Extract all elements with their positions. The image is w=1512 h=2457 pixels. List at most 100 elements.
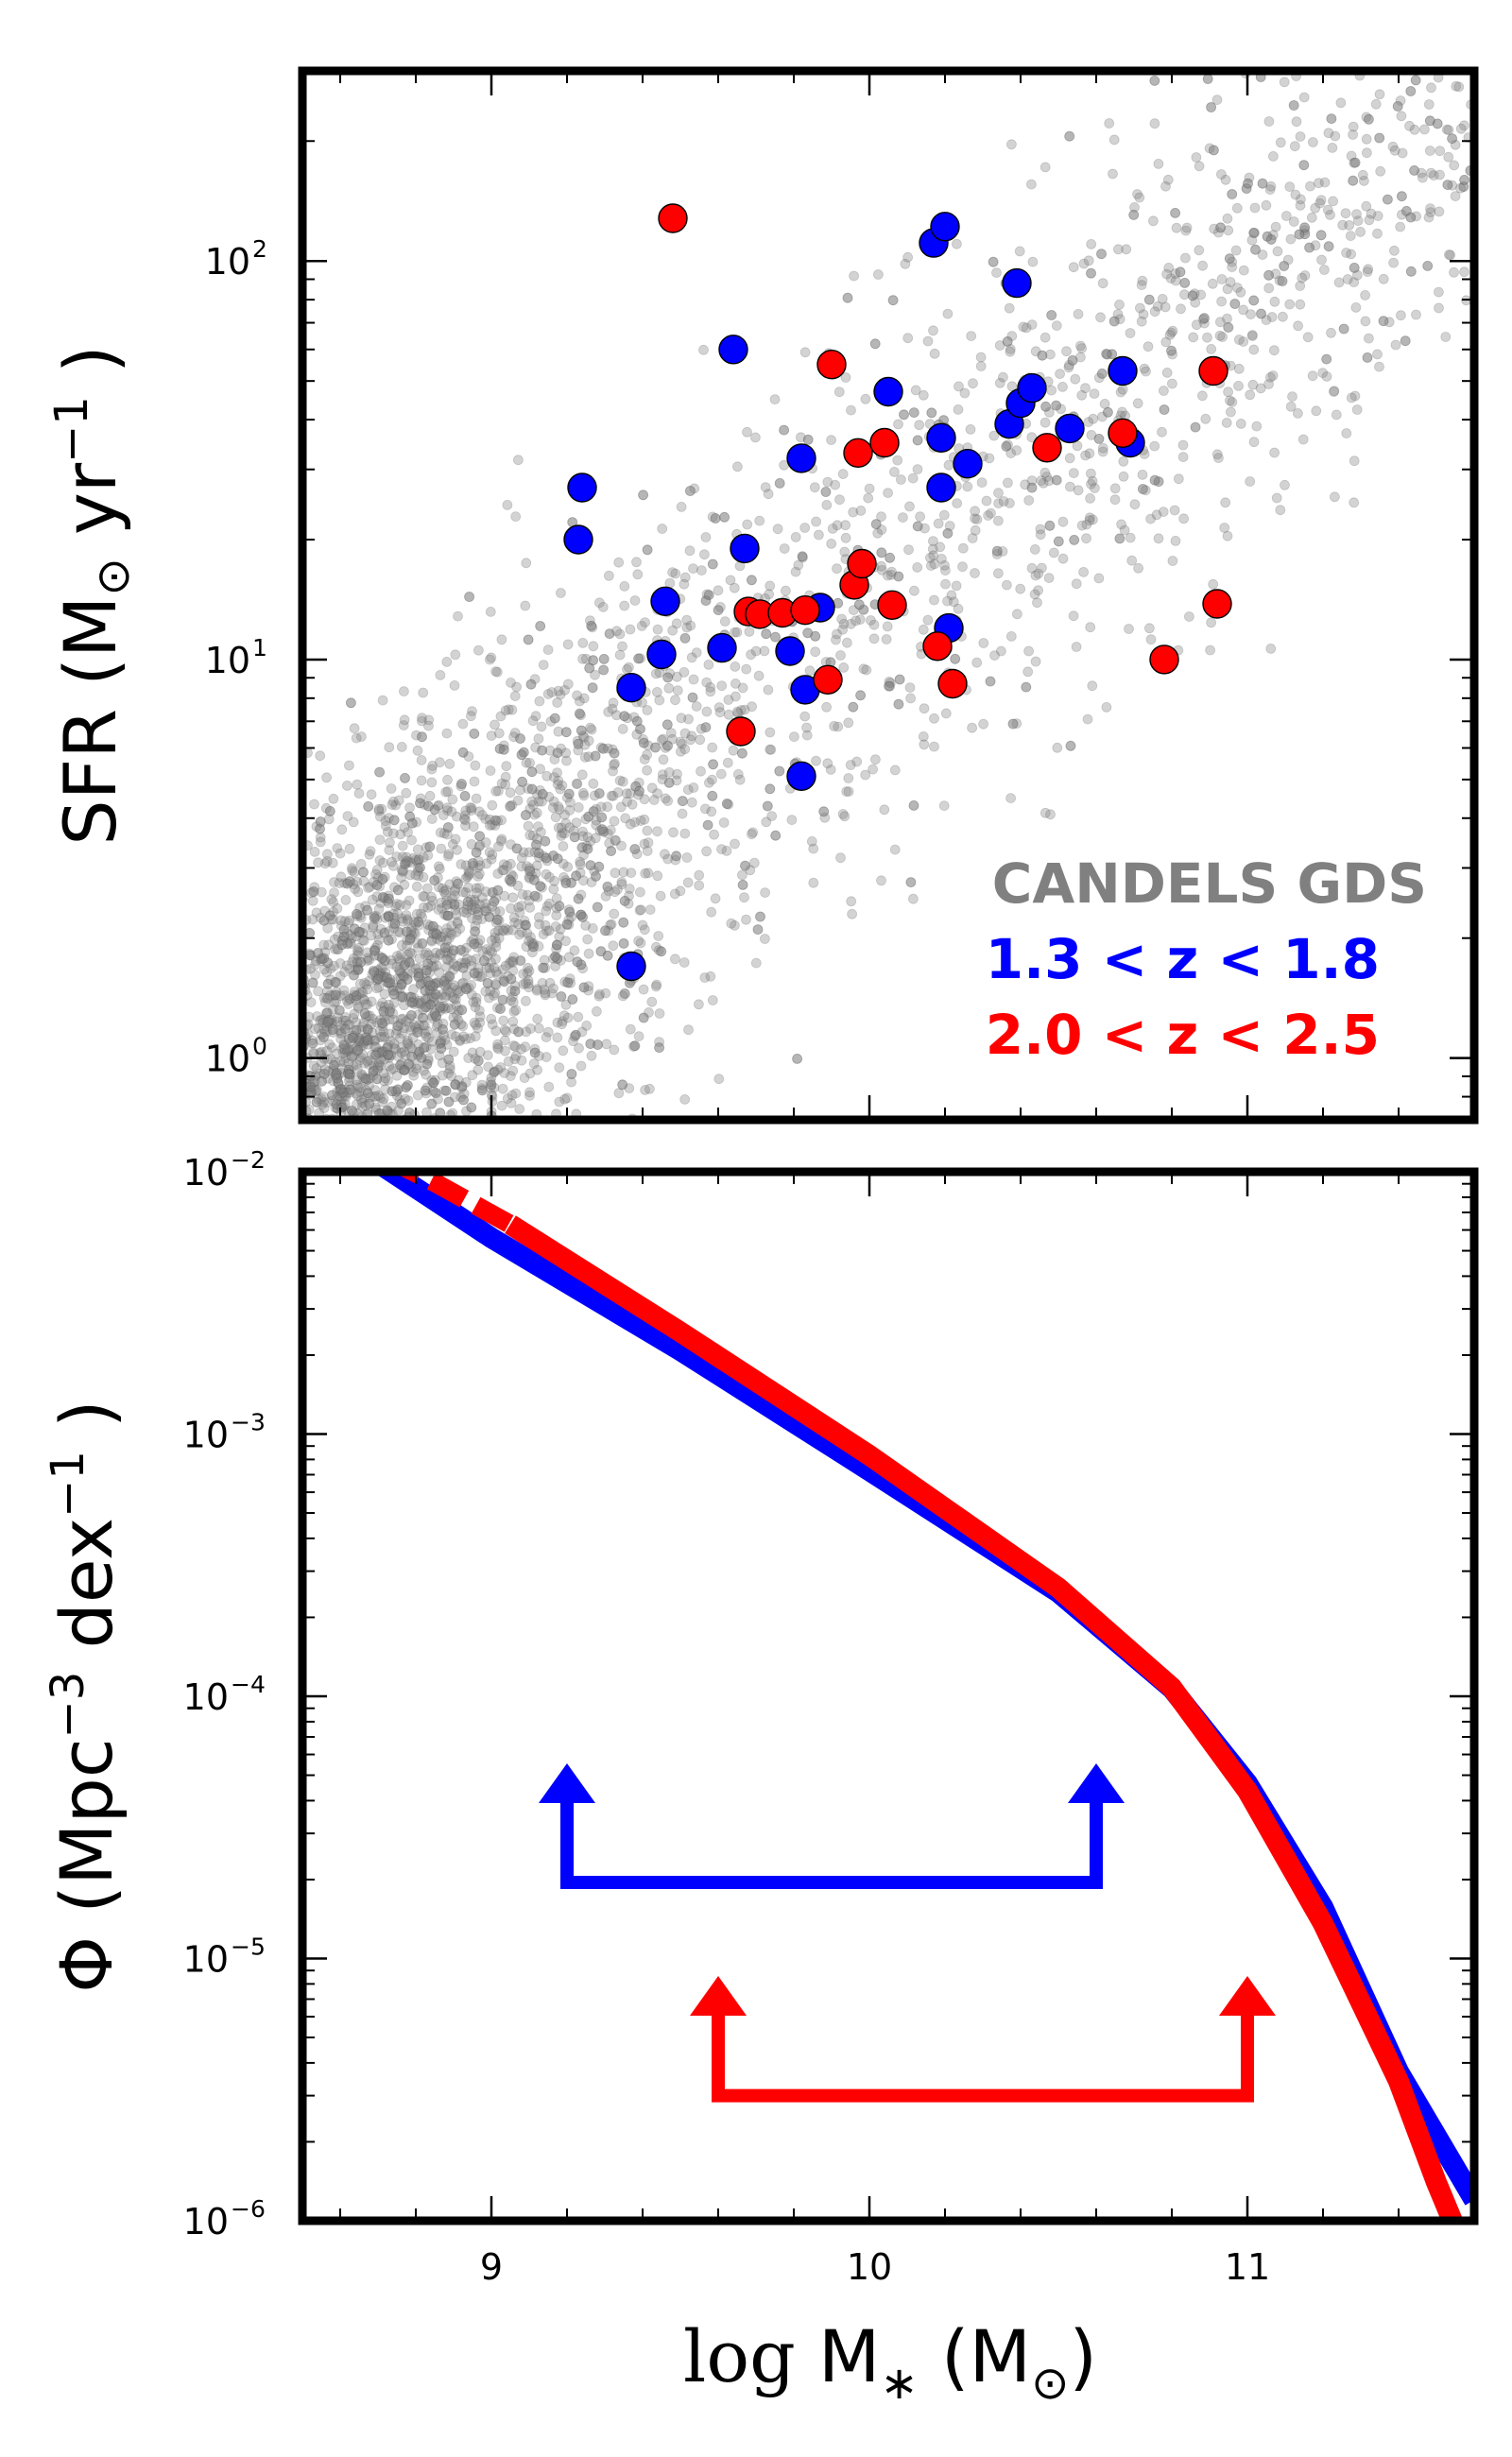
- background-point: [605, 919, 615, 931]
- background-point: [442, 971, 454, 982]
- background-point: [403, 827, 413, 837]
- y-tick-label: 10: [183, 1939, 229, 1981]
- background-point: [1295, 199, 1306, 211]
- background-point: [326, 1018, 337, 1028]
- background-point: [925, 560, 936, 571]
- background-point: [619, 711, 630, 722]
- background-point: [822, 476, 833, 488]
- background-point: [983, 510, 993, 521]
- background-point: [1248, 437, 1260, 448]
- background-point: [1231, 202, 1243, 214]
- background-point: [475, 1128, 485, 1138]
- background-point: [612, 884, 623, 895]
- background-point: [469, 894, 480, 905]
- background-point: [411, 730, 421, 741]
- background-point: [560, 878, 572, 888]
- background-point: [1023, 495, 1035, 506]
- background-point: [402, 1080, 413, 1091]
- background-point: [868, 633, 880, 644]
- background-point: [604, 570, 614, 581]
- background-point: [1035, 524, 1046, 535]
- background-point: [372, 973, 384, 985]
- background-point: [840, 532, 851, 543]
- background-point: [492, 868, 504, 879]
- background-point: [876, 547, 887, 558]
- background-point: [486, 957, 496, 968]
- background-point: [443, 1096, 455, 1108]
- background-point: [1302, 332, 1314, 343]
- background-point: [383, 911, 394, 922]
- background-point: [908, 893, 919, 904]
- background-point: [472, 871, 484, 882]
- background-point: [423, 1032, 434, 1043]
- background-point: [379, 871, 390, 883]
- background-point: [741, 914, 751, 925]
- background-point: [1226, 406, 1236, 418]
- background-point: [334, 878, 345, 888]
- background-point: [1310, 202, 1321, 214]
- background-point: [1143, 294, 1155, 305]
- background-point: [1233, 335, 1245, 345]
- background-point: [1325, 209, 1335, 220]
- background-point: [1149, 76, 1160, 86]
- background-point: [905, 877, 917, 887]
- background-point: [1265, 371, 1276, 383]
- background-point: [760, 482, 771, 492]
- background-point: [525, 679, 537, 690]
- background-point: [394, 900, 405, 910]
- background-point: [1297, 272, 1308, 284]
- background-point: [1159, 404, 1170, 415]
- background-point: [521, 995, 531, 1006]
- background-point: [571, 870, 581, 882]
- background-point: [347, 1106, 357, 1116]
- background-point: [402, 974, 413, 985]
- background-point: [994, 377, 1005, 388]
- background-point: [371, 891, 383, 902]
- background-point: [1138, 484, 1148, 494]
- background-point: [474, 971, 486, 982]
- background-point: [1459, 174, 1469, 185]
- background-point: [357, 928, 369, 938]
- background-point: [1018, 321, 1029, 333]
- series-point: [563, 524, 593, 555]
- background-point: [373, 951, 385, 961]
- background-point: [315, 750, 326, 762]
- background-point: [492, 969, 503, 980]
- background-point: [929, 558, 940, 570]
- background-point: [430, 947, 441, 958]
- background-point: [622, 797, 632, 807]
- background-point: [1067, 354, 1078, 366]
- background-point: [425, 999, 437, 1010]
- background-point: [652, 687, 662, 697]
- background-point: [313, 948, 323, 958]
- background-point: [677, 808, 688, 819]
- background-point: [633, 936, 644, 947]
- background-point: [384, 893, 394, 904]
- background-point: [1246, 234, 1258, 246]
- background-point: [474, 860, 486, 871]
- background-point: [514, 1104, 525, 1114]
- background-point: [359, 978, 370, 988]
- background-point: [537, 796, 547, 807]
- background-point: [442, 850, 454, 862]
- background-point: [1419, 124, 1430, 135]
- background-point: [899, 409, 909, 421]
- background-point: [352, 779, 363, 790]
- background-point: [390, 901, 402, 912]
- background-point: [1171, 222, 1182, 233]
- background-point: [528, 941, 539, 953]
- background-point: [1224, 253, 1235, 265]
- background-point: [430, 988, 441, 1000]
- background-point: [1101, 349, 1112, 359]
- background-point: [467, 1047, 478, 1058]
- background-point: [1053, 536, 1064, 547]
- bottom-xlabel: log M∗ (M⊙): [683, 2314, 1097, 2410]
- background-point: [379, 1016, 390, 1027]
- background-point: [1374, 89, 1385, 100]
- background-point: [1179, 277, 1191, 288]
- background-point: [919, 739, 930, 750]
- background-point: [381, 1134, 390, 1143]
- background-point: [555, 783, 566, 795]
- background-point: [541, 855, 553, 867]
- background-point: [1225, 395, 1235, 406]
